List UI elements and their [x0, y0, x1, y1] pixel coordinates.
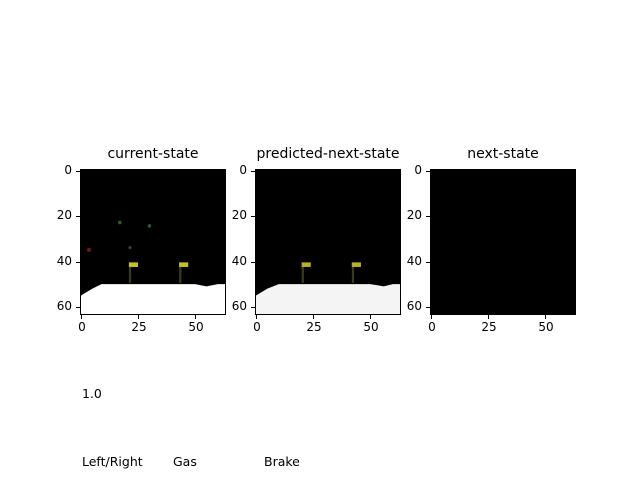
x-tick-label: 50 [363, 320, 379, 334]
y-tick-label: 0 [414, 163, 422, 177]
x-tick-label: 25 [306, 320, 322, 334]
panel-title-predicted-next-state: predicted-next-state [256, 146, 400, 162]
control-label-left-right: Left/Right [82, 454, 143, 469]
y-tick-label: 20 [231, 208, 247, 222]
panel-title-current-state: current-state [107, 146, 199, 162]
y-tick-label: 60 [406, 299, 422, 313]
y-tick-label: 0 [239, 163, 247, 177]
control-label-brake: Brake [264, 454, 300, 469]
x-tick-label: 0 [253, 320, 261, 334]
predicted-next-state-image [256, 170, 400, 314]
next-state-frame [430, 169, 576, 315]
y-tick-label: 60 [231, 299, 247, 313]
x-tick-label: 50 [188, 320, 204, 334]
control-label-gas: Gas [173, 454, 197, 469]
x-tick-label: 0 [78, 320, 86, 334]
current-state-frame [80, 169, 226, 315]
x-tick-label: 50 [538, 320, 554, 334]
action-value: 1.0 [82, 386, 102, 401]
y-tick-label: 60 [56, 299, 72, 313]
y-tick-label: 40 [56, 254, 72, 268]
y-tick-label: 20 [56, 208, 72, 222]
x-tick-label: 25 [481, 320, 497, 334]
x-tick-label: 0 [428, 320, 436, 334]
current-state-image [81, 170, 225, 314]
x-tick-label: 25 [131, 320, 147, 334]
y-tick-label: 40 [231, 254, 247, 268]
panel-title-next-state: next-state [467, 146, 539, 162]
predicted-next-state-frame [255, 169, 401, 315]
y-tick-label: 40 [406, 254, 422, 268]
y-tick-label: 20 [406, 208, 422, 222]
y-tick-label: 0 [64, 163, 72, 177]
